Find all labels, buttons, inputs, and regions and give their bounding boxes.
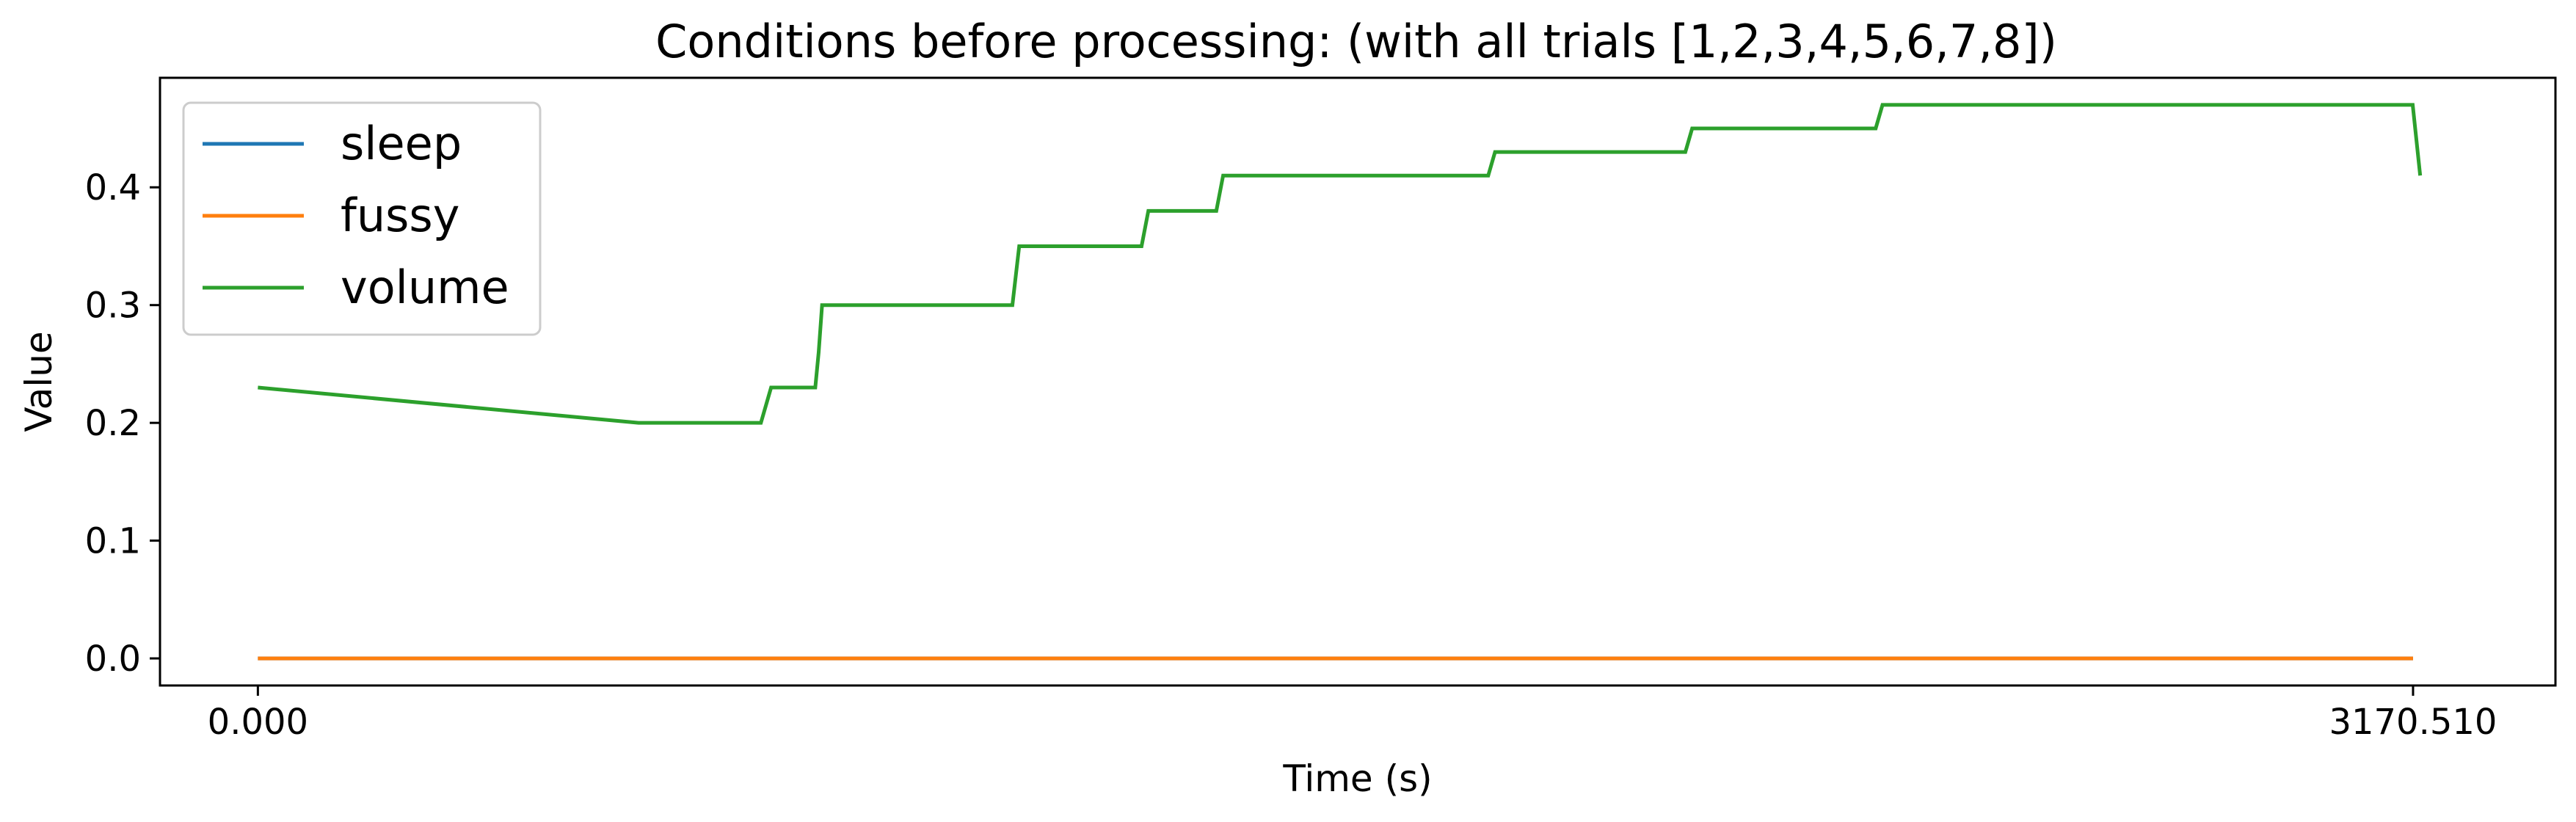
legend-label-sleep: sleep [341,117,462,170]
legend-box [182,101,542,336]
y-axis-ticks: 0.0 0.1 0.2 0.3 0.4 [85,167,160,680]
series-line-volume [258,103,2423,425]
legend: sleep fussy volume [182,101,542,336]
plot-frame [159,76,2557,687]
y-tick-label: 0.4 [85,167,141,208]
x-axis-ticks: 0.000 3170.510 [208,685,2497,743]
x-tick-label: 0.000 [208,702,308,743]
y-axis-label: Value [18,331,60,432]
y-tick-label: 0.0 [85,639,141,680]
x-tick-label: 3170.510 [2329,702,2497,743]
y-tick-label: 0.1 [85,521,141,562]
y-tick-label: 0.2 [85,403,141,444]
x-axis-label: Time (s) [1282,757,1432,800]
legend-entries: sleep fussy volume [203,117,509,314]
legend-label-volume: volume [341,261,509,314]
series-layer [258,103,2423,661]
y-tick-label: 0.3 [85,285,141,327]
legend-label-fussy: fussy [341,189,459,242]
chart-title: Conditions before processing: (with all … [655,15,2057,68]
